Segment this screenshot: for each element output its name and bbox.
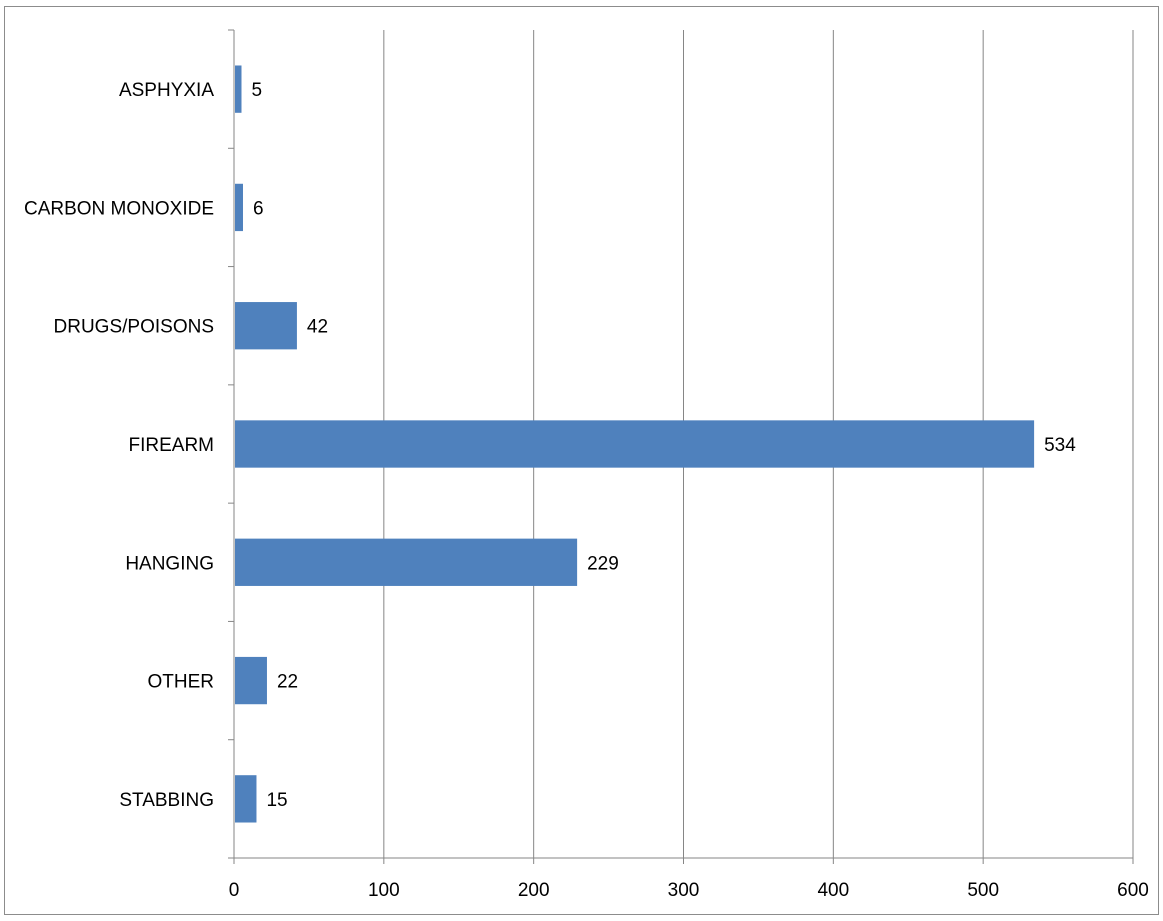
x-tick-label: 500 xyxy=(967,880,999,901)
bar xyxy=(235,420,1035,468)
data-label: 22 xyxy=(277,672,298,693)
x-tick-label: 400 xyxy=(817,880,849,901)
axes xyxy=(228,29,1134,864)
category-label: DRUGS/POISONS xyxy=(54,317,214,338)
bar xyxy=(235,302,297,350)
category-label: OTHER xyxy=(148,672,215,693)
data-label: 42 xyxy=(307,317,328,338)
category-label: CARBON MONOXIDE xyxy=(24,198,214,219)
x-tick-label: 0 xyxy=(229,880,240,901)
bars xyxy=(235,65,1035,823)
labels: 0 100 200 300 400 500 600 ASPHYXIA 5 CARBON MONOX… xyxy=(24,80,1149,901)
bar xyxy=(235,65,242,113)
data-label: 534 xyxy=(1044,435,1076,456)
bar xyxy=(235,183,243,232)
bar xyxy=(235,538,578,586)
category-label: ASPHYXIA xyxy=(119,80,214,101)
category-label: STABBING xyxy=(119,790,214,811)
category-label: HANGING xyxy=(125,553,214,574)
data-label: 229 xyxy=(587,553,619,574)
data-label: 6 xyxy=(253,198,264,219)
bar xyxy=(235,775,257,823)
data-label: 15 xyxy=(266,790,287,811)
x-tick-label: 300 xyxy=(668,880,700,901)
data-label: 5 xyxy=(251,80,262,101)
x-tick-label: 100 xyxy=(368,880,400,901)
bar xyxy=(235,656,267,705)
x-tick-label: 600 xyxy=(1117,880,1149,901)
x-tick-label: 200 xyxy=(518,880,550,901)
category-label: FIREARM xyxy=(129,435,215,456)
